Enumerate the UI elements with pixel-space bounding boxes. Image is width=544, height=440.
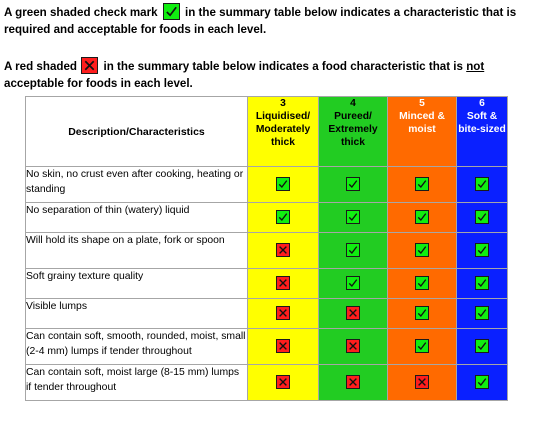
red-cross-icon [276, 306, 290, 321]
green-check-icon [276, 177, 290, 192]
level-5-cell [387, 232, 457, 269]
level-3-cell [247, 166, 319, 203]
level-5-cell [387, 328, 457, 365]
table-body: No skin, no crust even after cooking, he… [25, 166, 508, 401]
level-name: Minced & moist [399, 111, 445, 135]
green-check-icon [346, 276, 360, 291]
level-6-cell [456, 202, 508, 233]
green-check-icon [475, 210, 489, 225]
green-check-icon [415, 243, 429, 258]
level-3-cell [247, 268, 319, 299]
characteristic-description: Will hold its shape on a plate, fork or … [25, 232, 248, 269]
level-5-header: 5 Minced & moist [387, 96, 457, 167]
level-4-cell [318, 202, 388, 233]
red-cross-icon [346, 339, 360, 354]
table-row: Can contain soft, moist large (8-15 mm) … [25, 364, 508, 401]
green-check-icon [346, 210, 360, 225]
level-number: 6 [479, 98, 485, 109]
level-6-cell [456, 232, 508, 269]
level-number: 4 [350, 98, 356, 109]
level-5-cell [387, 268, 457, 299]
level-4-cell [318, 298, 388, 329]
level-5-cell [387, 364, 457, 401]
level-3-header: 3 Liquidised/ Moderately thick [247, 96, 319, 167]
level-5-cell [387, 298, 457, 329]
level-6-cell [456, 268, 508, 299]
legend-red-text-mid: in the summary table below indicates a f… [100, 60, 467, 73]
description-header: Description/Characteristics [25, 96, 248, 167]
red-cross-icon [276, 339, 290, 354]
level-4-cell [318, 268, 388, 299]
level-5-cell [387, 202, 457, 233]
green-check-icon [276, 210, 290, 225]
table-row: Visible lumps [25, 298, 508, 329]
red-cross-icon [346, 375, 360, 390]
red-cross-icon [276, 276, 290, 291]
level-4-cell [318, 328, 388, 365]
level-3-cell [247, 328, 319, 365]
red-cross-icon [276, 375, 290, 390]
legend-green-text-before: A green shaded check mark [4, 6, 158, 19]
level-number: 3 [280, 98, 286, 109]
summary-table: Description/Characteristics 3 Liquidised… [25, 96, 508, 401]
legend-red-emphasis: not [466, 60, 485, 73]
level-4-cell [318, 166, 388, 203]
level-6-cell [456, 364, 508, 401]
green-check-icon [162, 3, 180, 20]
level-4-header: 4 Pureed/ Extremely thick [318, 96, 388, 167]
table-row: Soft grainy texture quality [25, 268, 508, 299]
table-row: No separation of thin (watery) liquid [25, 202, 508, 233]
table-row: Can contain soft, smooth, rounded, moist… [25, 328, 508, 365]
table-row: Will hold its shape on a plate, fork or … [25, 232, 508, 269]
level-4-cell [318, 364, 388, 401]
red-cross-icon [81, 57, 99, 74]
green-check-icon [415, 210, 429, 225]
level-4-cell [318, 232, 388, 269]
level-3-cell [247, 202, 319, 233]
legend-green-text-after: in the summary table below indicates a c… [4, 6, 517, 36]
legend-red: A red shaded in the summary table below … [4, 57, 542, 92]
green-check-icon [415, 306, 429, 321]
level-3-cell [247, 364, 319, 401]
green-check-icon [475, 339, 489, 354]
green-check-icon [346, 177, 360, 192]
characteristic-description: Can contain soft, moist large (8-15 mm) … [25, 364, 248, 401]
level-3-cell [247, 298, 319, 329]
green-check-icon [475, 276, 489, 291]
characteristic-description: No skin, no crust even after cooking, he… [25, 166, 248, 203]
legend-red-text-before: A red shaded [4, 60, 78, 73]
legend-red-text-after: acceptable for foods in each level. [4, 77, 193, 90]
characteristic-description: Visible lumps [25, 298, 248, 329]
green-check-icon [475, 375, 489, 390]
green-check-icon [475, 177, 489, 192]
red-cross-icon [415, 375, 429, 390]
level-number: 5 [419, 98, 425, 109]
level-6-header: 6 Soft & bite-sized [456, 96, 508, 167]
red-cross-icon [346, 306, 360, 321]
header-row: Description/Characteristics 3 Liquidised… [25, 96, 508, 167]
characteristic-description: Soft grainy texture quality [25, 268, 248, 299]
green-check-icon [346, 243, 360, 258]
green-check-icon [475, 243, 489, 258]
green-check-icon [415, 339, 429, 354]
level-6-cell [456, 328, 508, 365]
level-6-cell [456, 298, 508, 329]
green-check-icon [415, 276, 429, 291]
green-check-icon [415, 177, 429, 192]
red-cross-icon [276, 243, 290, 258]
characteristic-description: No separation of thin (watery) liquid [25, 202, 248, 233]
level-6-cell [456, 166, 508, 203]
level-5-cell [387, 166, 457, 203]
level-name: Soft & bite-sized [458, 111, 506, 135]
level-name: Liquidised/ Moderately thick [255, 111, 311, 148]
characteristic-description: Can contain soft, smooth, rounded, moist… [25, 328, 248, 365]
legend-green: A green shaded check mark in the summary… [4, 3, 542, 38]
level-3-cell [247, 232, 319, 269]
green-check-icon [475, 306, 489, 321]
table-row: No skin, no crust even after cooking, he… [25, 166, 508, 203]
level-name: Pureed/ Extremely thick [328, 111, 378, 148]
